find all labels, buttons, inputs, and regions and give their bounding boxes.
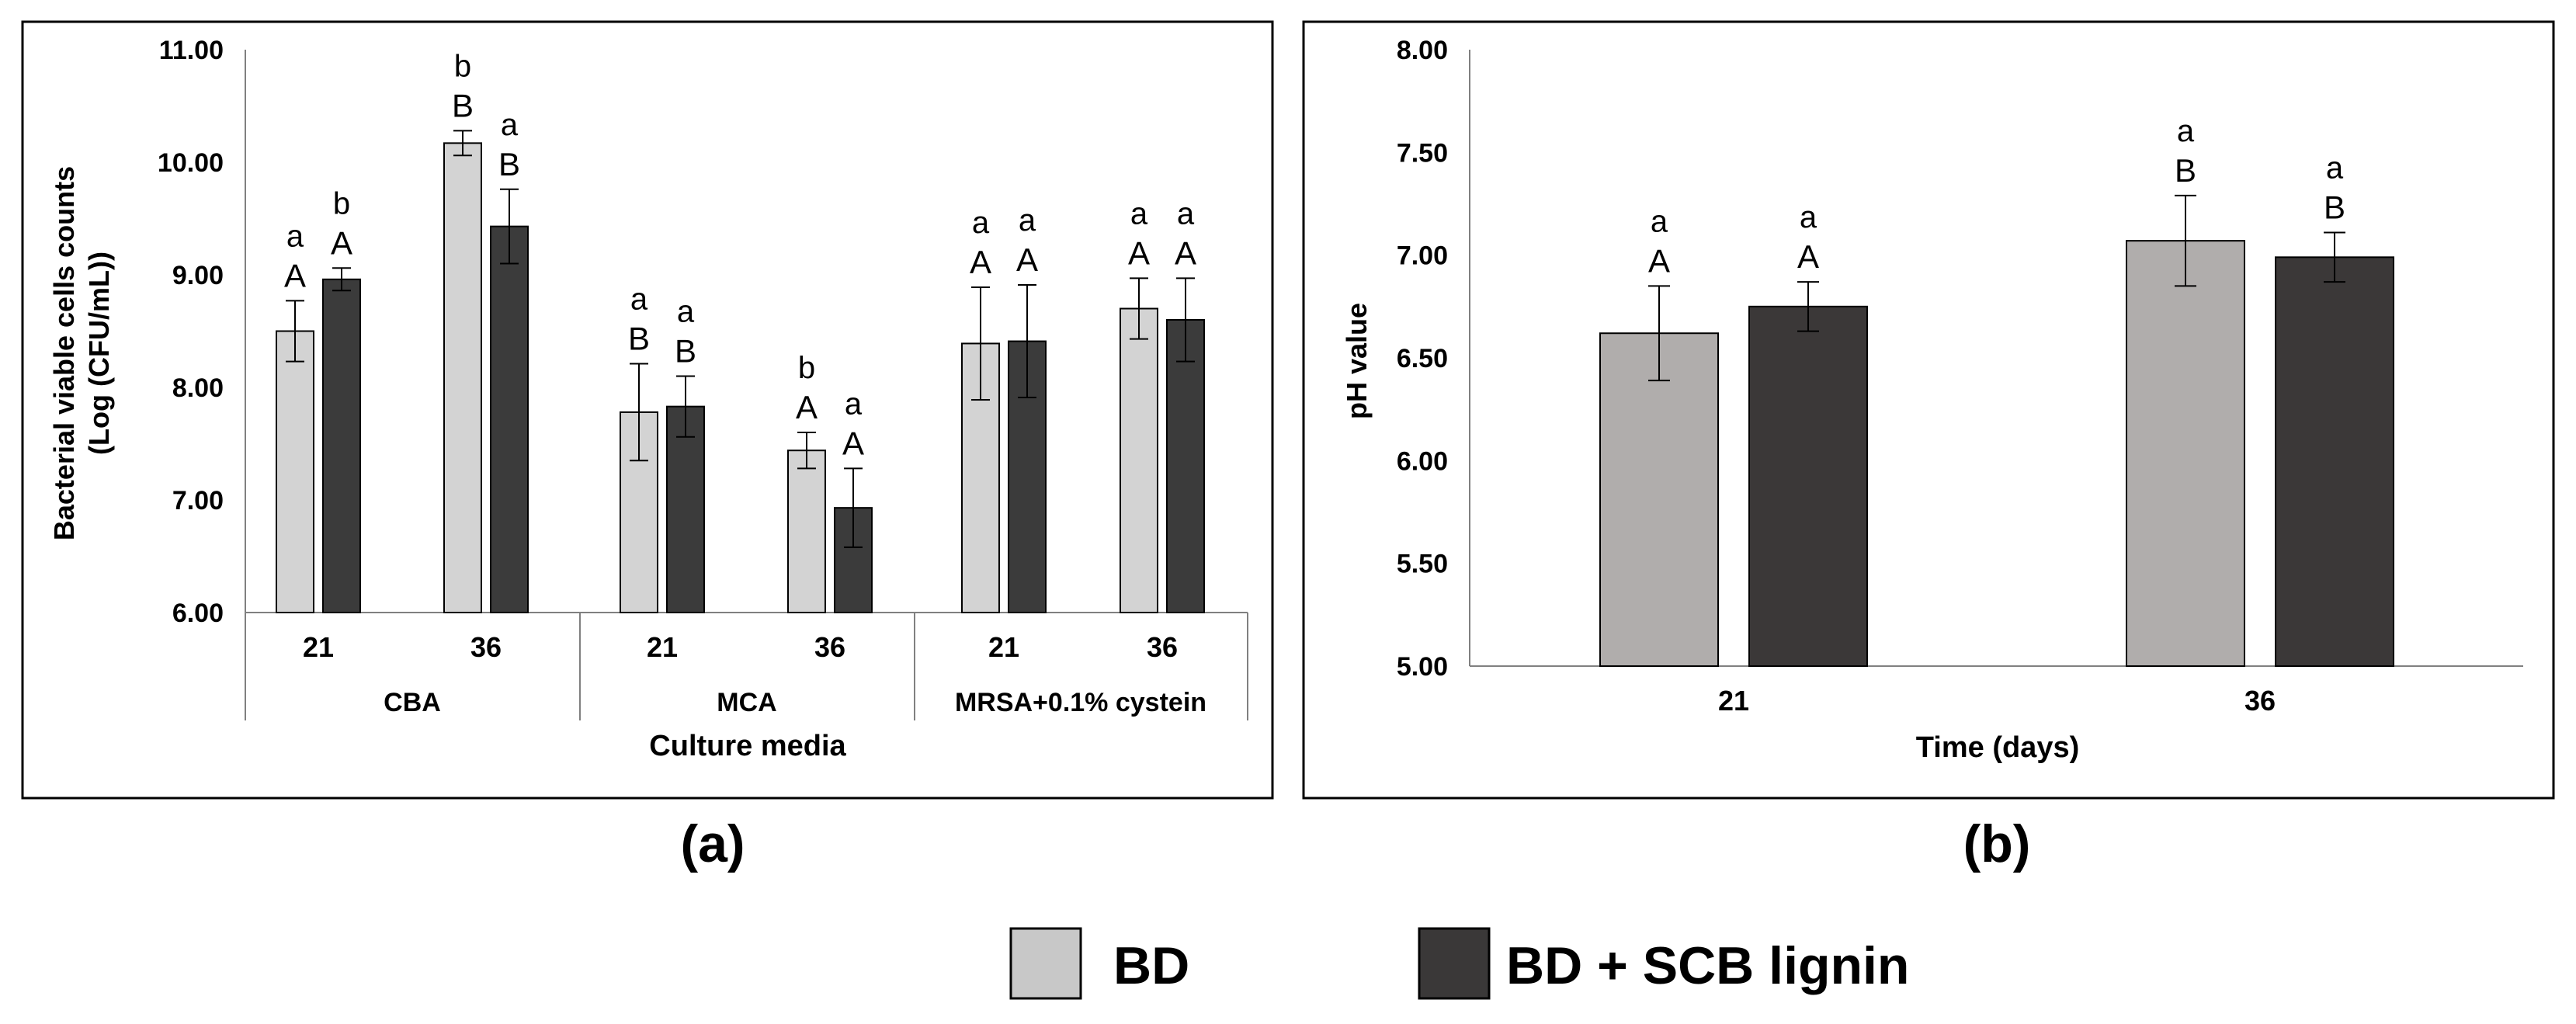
significance-letter-upper-case: A: [796, 389, 818, 425]
significance-letter-lower-case: a: [1800, 200, 1817, 234]
significance-letter-upper-case: B: [628, 321, 650, 357]
legend: BD BD + SCB lignin: [1009, 927, 1909, 1000]
x-tick-label: 36: [814, 631, 845, 663]
significance-letter-lower-case: a: [2326, 151, 2344, 186]
panel-a: 6.00 7.00 8.00 9.00 10.00 11.00 21 36 21 36 21 36 CB…: [21, 20, 1274, 800]
significance-letter-upper-case: A: [1175, 234, 1196, 271]
significance-letter-upper-case: B: [2324, 189, 2345, 226]
significance-letter-upper-case: A: [970, 244, 991, 280]
legend-swatch-bd: [1009, 927, 1082, 1000]
significance-letter-lower-case: b: [798, 351, 815, 385]
panel-a-label: (a): [680, 814, 745, 873]
bar: [787, 450, 826, 614]
x-tick-label: 36: [2244, 685, 2276, 717]
y-tick-label: 10.00: [158, 148, 224, 178]
significance-letter-upper-case: A: [842, 425, 864, 461]
significance-letter-lower-case: a: [1177, 196, 1195, 231]
significance-letter-upper-case: A: [1648, 242, 1670, 279]
x-tick-label: 36: [1147, 631, 1178, 663]
panel-b-frame: [1302, 20, 2555, 800]
bar: [2126, 240, 2245, 667]
significance-letter-lower-case: a: [972, 206, 990, 240]
significance-letter-lower-case: a: [1130, 196, 1148, 231]
x-tick-label: 36: [470, 631, 502, 663]
bar: [443, 142, 482, 614]
panel-b-ylabel: pH value: [1341, 303, 1373, 419]
y-tick-label: 8.00: [1397, 36, 1448, 65]
significance-letter-lower-case: a: [845, 387, 863, 421]
significance-letter-upper-case: B: [498, 146, 520, 182]
legend-label-bd-scb-lignin: BD + SCB lignin: [1506, 936, 1909, 995]
bar: [322, 278, 361, 613]
significance-letter-upper-case: B: [452, 87, 474, 123]
bar: [276, 330, 314, 613]
x-tick-label: 21: [988, 631, 1019, 663]
significance-letter-lower-case: b: [333, 186, 350, 220]
bar: [1748, 305, 1868, 667]
y-tick-label: 6.00: [1397, 446, 1448, 476]
significance-letter-upper-case: A: [1797, 238, 1819, 275]
legend-label-bd: BD: [1113, 936, 1189, 995]
y-tick-label: 5.00: [1397, 652, 1448, 682]
group-label: CBA: [384, 688, 441, 717]
significance-letter-upper-case: A: [331, 224, 352, 261]
y-tick-label: 7.50: [1397, 138, 1448, 168]
x-tick-label: 21: [303, 631, 334, 663]
panel-b-axes: 5.00 5.50 6.00 6.50 7.00 7.50 8.00 21 36: [1397, 36, 2523, 717]
bar: [490, 225, 529, 613]
y-tick-label: 8.00: [172, 373, 224, 403]
panel-a-xlabel: Culture media: [649, 730, 846, 762]
panel-a-frame: [21, 20, 1274, 800]
y-tick-label: 7.00: [172, 486, 224, 515]
significance-letter-lower-case: a: [286, 219, 304, 253]
significance-letter-upper-case: B: [675, 333, 696, 370]
significance-letter-upper-case: A: [1016, 241, 1038, 278]
significance-letter-upper-case: B: [2175, 152, 2196, 189]
panel-a-ylabel-line2: (Log (CFU/mL)): [83, 252, 115, 455]
x-tick-label: 21: [1718, 685, 1749, 717]
group-label: MCA: [717, 688, 776, 717]
panel-b-xlabel: Time (days): [1916, 731, 2079, 764]
bar: [2275, 256, 2394, 667]
panel-b-label: (b): [1963, 814, 2031, 873]
significance-letter-lower-case: a: [1019, 203, 1036, 238]
panel-a-axes: 6.00 7.00 8.00 9.00 10.00 11.00 21 36 21 36 21 36 CB…: [158, 36, 1248, 720]
group-label: MRSA+0.1% cystein: [955, 688, 1206, 717]
bar: [666, 405, 705, 614]
bar: [1120, 307, 1158, 613]
significance-letter-upper-case: A: [284, 257, 306, 293]
y-tick-label: 11.00: [159, 36, 224, 65]
y-tick-label: 6.50: [1397, 344, 1448, 373]
significance-letter-lower-case: a: [677, 295, 695, 329]
significance-letter-lower-case: a: [2177, 114, 2195, 148]
x-tick-label: 21: [647, 631, 678, 663]
significance-letter-lower-case: a: [501, 108, 519, 142]
y-tick-label: 7.00: [1397, 241, 1448, 271]
y-tick-label: 9.00: [172, 261, 224, 290]
bar: [1166, 319, 1205, 613]
panel-a-ylabel-line1: Bacterial viable cells counts: [48, 166, 80, 540]
bar: [1599, 332, 1719, 667]
y-tick-label: 6.00: [172, 599, 224, 628]
significance-letter-lower-case: a: [1651, 204, 1668, 238]
significance-letter-lower-case: b: [454, 49, 471, 83]
significance-letter-upper-case: A: [1128, 234, 1150, 271]
y-tick-label: 5.50: [1397, 550, 1448, 579]
significance-letter-lower-case: a: [630, 283, 648, 317]
legend-swatch-bd-scb-lignin: [1418, 927, 1491, 1000]
